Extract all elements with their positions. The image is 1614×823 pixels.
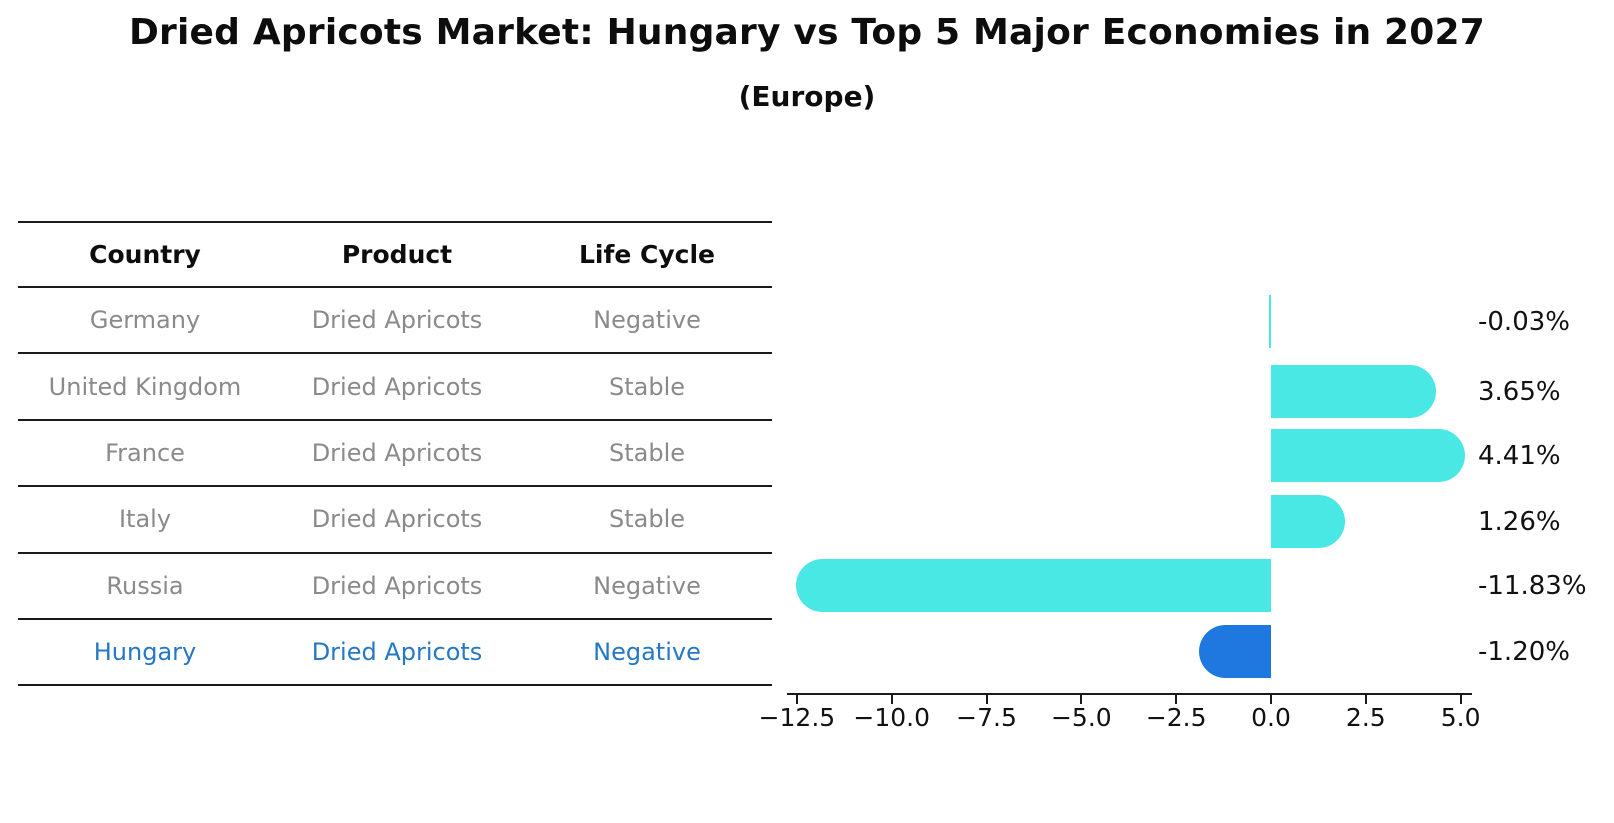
x-axis-tick: [1270, 695, 1272, 704]
chart-subtitle: (Europe): [738, 80, 876, 113]
table-cell-product: Dried Apricots: [311, 372, 483, 401]
table-cell-life-cycle: Stable: [608, 505, 686, 534]
table-cell-country: France: [105, 438, 185, 467]
table-cell-country: Italy: [118, 505, 172, 534]
table-cell-life-cycle: Negative: [593, 306, 701, 335]
bar-united-kingdom: [1271, 365, 1436, 418]
x-axis-tick-label: −5.0: [1050, 703, 1112, 732]
x-axis-tick-label: −12.5: [758, 703, 836, 732]
x-axis-tick-label: −7.5: [956, 703, 1017, 732]
value-label-united-kingdom: 3.65%: [1478, 376, 1561, 407]
table-cell-country: Russia: [106, 571, 184, 600]
table-header-country: Country: [89, 240, 201, 269]
country-table: Country Product Life Cycle Germany Dried…: [18, 221, 772, 687]
x-axis-tick: [985, 695, 988, 704]
table-row-france: France Dried Apricots Stable: [18, 421, 772, 488]
bar-italy: [1271, 495, 1346, 548]
table-cell-product: Dried Apricots: [311, 638, 483, 667]
x-axis-line: [787, 693, 1472, 695]
bar-russia: [795, 559, 1271, 612]
bar-france: [1271, 429, 1465, 482]
value-label-hungary: -1.20%: [1478, 636, 1570, 667]
table-cell-product: Dried Apricots: [311, 571, 483, 600]
x-axis-tick-label: −2.5: [1145, 703, 1207, 732]
table-cell-country: United Kingdom: [48, 372, 242, 401]
table-cell-life-cycle: Negative: [593, 571, 701, 600]
x-axis-tick: [1175, 695, 1178, 704]
value-label-germany: -0.03%: [1478, 306, 1570, 337]
table-cell-life-cycle: Stable: [608, 372, 686, 401]
table-cell-product: Dried Apricots: [311, 505, 483, 534]
table-header-life-cycle: Life Cycle: [578, 240, 716, 269]
table-row-hungary: Hungary Dried Apricots Negative: [18, 620, 772, 687]
table-cell-product: Dried Apricots: [311, 306, 483, 335]
x-axis-tick: [795, 695, 798, 704]
value-label-italy: 1.26%: [1478, 506, 1561, 537]
bar-hungary: [1198, 625, 1271, 678]
table-row-russia: Russia Dried Apricots Negative: [18, 554, 772, 620]
x-axis-tick-label: −10.0: [853, 703, 930, 732]
chart-title: Dried Apricots Market: Hungary vs Top 5 …: [128, 12, 1486, 53]
table-row-united-kingdom: United Kingdom Dried Apricots Stable: [18, 354, 772, 421]
x-axis-tick: [1080, 695, 1083, 704]
table-cell-country: Germany: [89, 306, 201, 335]
x-axis-tick-label: 2.5: [1345, 703, 1386, 732]
table-row-germany: Germany Dried Apricots Negative: [18, 288, 772, 355]
table-row-italy: Italy Dried Apricots Stable: [18, 487, 772, 554]
x-axis-tick: [890, 695, 893, 704]
value-label-france: 4.41%: [1478, 440, 1561, 471]
table-cell-life-cycle: Stable: [608, 438, 686, 467]
table-cell-country: Hungary: [93, 638, 197, 667]
x-axis-tick: [1364, 695, 1367, 704]
x-axis-tick: [1459, 695, 1462, 704]
x-axis-tick-label: 0.0: [1251, 703, 1291, 732]
table-cell-product: Dried Apricots: [311, 438, 483, 467]
value-label-russia: -11.83%: [1478, 570, 1587, 601]
table-header-row: Country Product Life Cycle: [18, 223, 772, 288]
table-header-product: Product: [341, 240, 453, 269]
bar-germany: [1269, 295, 1271, 348]
table-cell-life-cycle: Negative: [593, 638, 701, 667]
x-axis-tick-label: 5.0: [1440, 703, 1481, 732]
